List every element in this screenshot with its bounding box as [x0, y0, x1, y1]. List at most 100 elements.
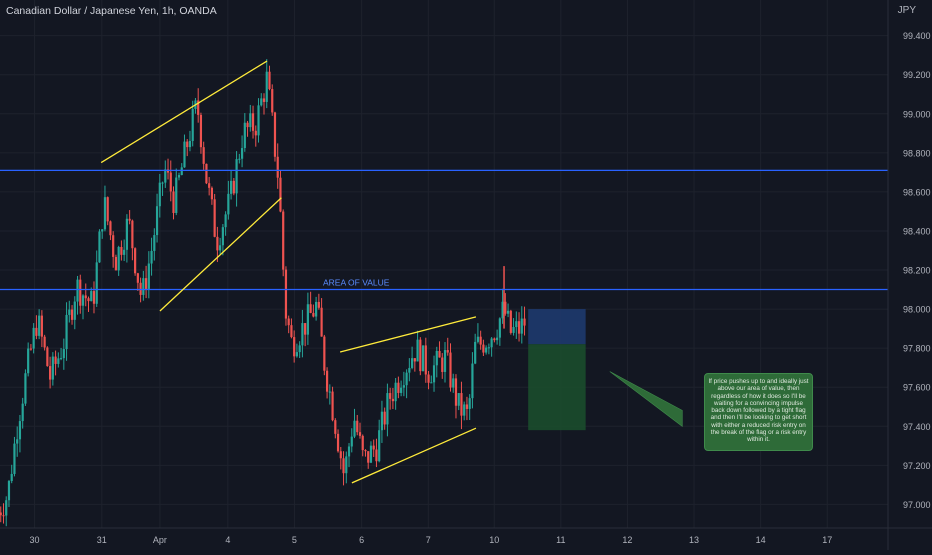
candle-body — [51, 356, 54, 380]
candle-body — [419, 339, 422, 372]
candle-body — [161, 182, 164, 184]
candle-body — [103, 197, 107, 230]
candle-body — [506, 310, 510, 314]
x-tick-label: 12 — [622, 535, 632, 545]
area-of-value-label: AREA OF VALUE — [323, 278, 390, 288]
candle-body — [386, 393, 389, 425]
candle-body — [142, 278, 145, 295]
candle-body — [317, 301, 320, 308]
candle-body — [68, 309, 71, 315]
candle-body — [123, 249, 126, 255]
candle-body — [432, 365, 436, 383]
candle-body — [339, 451, 342, 459]
candle-body — [413, 358, 416, 362]
flag-upper[interactable] — [339, 316, 477, 353]
candle-body — [98, 231, 101, 263]
candle-body — [249, 113, 252, 128]
candle-body — [402, 385, 405, 388]
candle-body — [282, 211, 285, 270]
x-tick-label: 7 — [426, 535, 431, 545]
candle-body — [240, 148, 244, 159]
candle-body — [27, 348, 30, 374]
candle-body — [136, 273, 139, 283]
candle-body — [383, 411, 386, 425]
candle-body — [295, 352, 299, 357]
candle-body — [454, 378, 458, 406]
candle-body — [177, 175, 181, 178]
candle-body — [172, 191, 175, 213]
candle-body — [251, 113, 255, 131]
candle-body — [21, 403, 24, 422]
candle-body — [62, 349, 65, 359]
candle-body — [515, 321, 518, 328]
candle-body — [273, 112, 277, 157]
candle-body — [13, 443, 16, 474]
candle-body — [276, 156, 279, 178]
candle-body — [144, 278, 148, 290]
candle-body — [361, 435, 364, 451]
candle-body — [424, 345, 427, 375]
flag-lower[interactable] — [351, 427, 477, 484]
candle-body — [81, 295, 85, 306]
candle-body — [306, 304, 309, 335]
candle-body — [49, 366, 52, 380]
candle-body — [254, 130, 257, 136]
candle-body — [372, 445, 375, 450]
candle-body — [180, 167, 183, 176]
y-tick-label: 98.400 — [903, 226, 931, 236]
candle-body — [257, 105, 260, 136]
candle-body — [315, 301, 318, 317]
y-tick-label: 97.400 — [903, 422, 931, 432]
x-tick-label: 6 — [359, 535, 364, 545]
candle-body — [375, 449, 378, 462]
candle-body — [175, 177, 178, 213]
rising-channel-lower[interactable] — [159, 197, 282, 312]
candle-body — [191, 108, 194, 141]
x-tick-label: 11 — [556, 535, 565, 545]
candle-body — [279, 177, 282, 212]
candle-body — [416, 339, 419, 362]
candle-body — [131, 220, 134, 249]
x-tick-label: 17 — [822, 535, 832, 545]
candle-body — [479, 336, 482, 345]
candle-body — [262, 98, 266, 102]
candle-body — [334, 420, 337, 434]
candle-body — [356, 420, 359, 433]
candle-body — [38, 315, 41, 336]
candle-body — [358, 432, 362, 436]
candle-body — [485, 347, 488, 353]
candle-body — [35, 327, 38, 336]
y-tick-label: 97.800 — [903, 344, 931, 354]
rising-channel-upper[interactable] — [100, 60, 268, 164]
x-tick-label: 14 — [756, 535, 766, 545]
take-profit-zone[interactable] — [528, 344, 586, 431]
candle-body — [18, 421, 22, 440]
x-tick-label: Apr — [153, 535, 167, 545]
candle-body — [208, 183, 211, 188]
candle-body — [474, 341, 477, 364]
candle-body — [65, 314, 68, 350]
candle-body — [5, 500, 8, 516]
drawings: AREA OF VALUE — [0, 60, 888, 484]
candle-body — [427, 374, 430, 383]
candle-body — [147, 263, 150, 290]
candle-body — [230, 180, 233, 194]
stop-loss-zone[interactable] — [528, 309, 586, 345]
position-zones — [528, 309, 586, 431]
candle-body — [287, 318, 290, 326]
candle-body — [323, 336, 326, 371]
y-tick-label: 97.600 — [903, 383, 931, 393]
candle-body — [320, 307, 323, 337]
candle-body — [293, 337, 296, 357]
candle-body — [128, 218, 131, 221]
candle-body — [336, 433, 340, 452]
trade-note[interactable]: If price pushes up to and ideally just a… — [704, 373, 813, 451]
candle-body — [117, 246, 120, 271]
candle-body — [134, 248, 137, 274]
candle-body — [43, 336, 46, 348]
candle-body — [471, 363, 474, 399]
note-pointer — [609, 371, 683, 427]
candle-body — [378, 430, 381, 462]
